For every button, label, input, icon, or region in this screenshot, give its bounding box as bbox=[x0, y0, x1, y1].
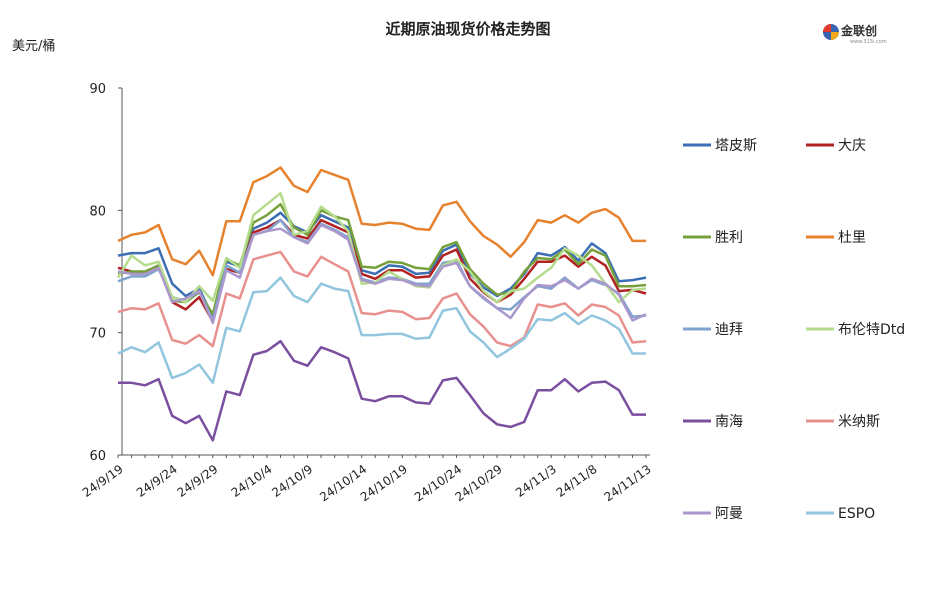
legend-label: 大庆 bbox=[838, 138, 866, 154]
legend-item: ESPO bbox=[806, 506, 875, 522]
series-line-3 bbox=[117, 166, 646, 277]
y-tick-label: 80 bbox=[89, 204, 106, 219]
legend-label: 迪拜 bbox=[715, 322, 743, 338]
legend-label: 阿曼 bbox=[715, 506, 743, 522]
x-tick-label: 24/11/3 bbox=[513, 462, 559, 500]
legend-label: 布伦特Dtd bbox=[838, 322, 905, 338]
series-line-5 bbox=[116, 191, 647, 304]
legend-item: 布伦特Dtd bbox=[806, 322, 905, 338]
legend-label: 米纳斯 bbox=[838, 414, 880, 430]
chart-title: 近期原油现货价格走势图 bbox=[385, 20, 550, 38]
y-ticks: 60 70 80 90 bbox=[89, 82, 122, 464]
series-line-6 bbox=[118, 339, 646, 442]
legend-label: ESPO bbox=[838, 506, 875, 522]
x-tick-label: 24/9/24 bbox=[134, 462, 180, 500]
legend-label: 胜利 bbox=[715, 230, 743, 246]
logo-name: 金联创 bbox=[840, 23, 877, 38]
legend-label: 杜里 bbox=[838, 230, 866, 246]
legend-item: 迪拜 bbox=[683, 322, 743, 338]
x-tick-label: 24/10/4 bbox=[229, 462, 275, 500]
legend-label: 南海 bbox=[715, 414, 743, 430]
series-lines bbox=[116, 166, 647, 442]
x-tick-label: 24/9/29 bbox=[175, 462, 221, 500]
series-line-9 bbox=[117, 276, 646, 385]
y-axis-unit-label: 美元/桶 bbox=[12, 39, 55, 54]
x-tick-label: 24/11/13 bbox=[602, 462, 654, 504]
logo: 金联创 www.315i.com bbox=[823, 23, 887, 45]
legend-item: 米纳斯 bbox=[806, 414, 880, 430]
series-line-8 bbox=[117, 223, 647, 325]
series-line-7 bbox=[117, 250, 647, 348]
legend-item: 杜里 bbox=[806, 230, 866, 246]
logo-url: www.315i.com bbox=[850, 39, 887, 45]
legend-item: 阿曼 bbox=[683, 506, 743, 522]
y-tick-label: 60 bbox=[89, 449, 106, 464]
legend-item: 南海 bbox=[683, 414, 743, 430]
x-tick-label: 24/9/19 bbox=[80, 462, 126, 500]
y-tick-label: 70 bbox=[89, 327, 106, 342]
legend-item: 塔皮斯 bbox=[683, 138, 757, 154]
legend-item: 胜利 bbox=[683, 230, 743, 246]
x-tick-label: 24/11/8 bbox=[554, 462, 600, 500]
legend-item: 大庆 bbox=[806, 138, 866, 154]
y-tick-label: 90 bbox=[89, 82, 106, 97]
x-tick-label: 24/10/9 bbox=[269, 462, 315, 500]
legend-label: 塔皮斯 bbox=[715, 138, 757, 154]
logo-mark-icon bbox=[823, 24, 839, 40]
